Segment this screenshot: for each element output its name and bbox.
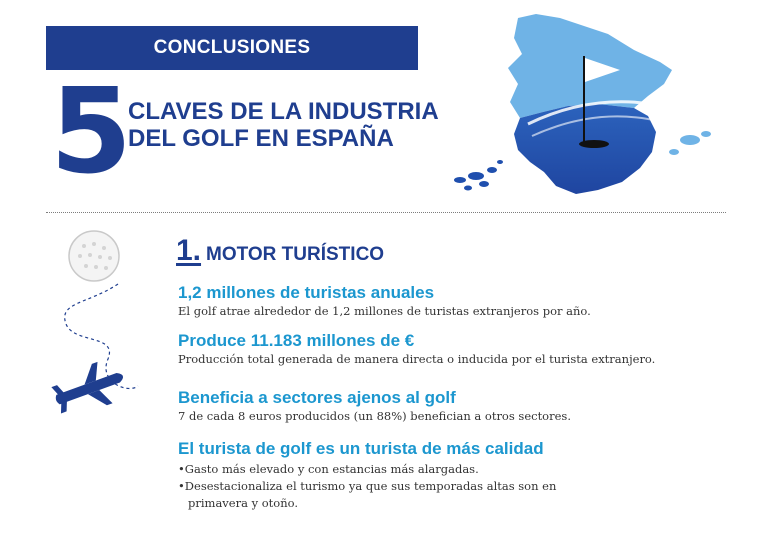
point-text: El golf atrae alrededor de 1,2 millones … bbox=[178, 304, 591, 318]
balearic-island bbox=[669, 149, 679, 155]
key-point: 1,2 millones de turistas anuales El golf… bbox=[178, 283, 738, 319]
key-point: Beneficia a sectores ajenos al golf 7 de… bbox=[178, 388, 738, 424]
section-heading: 1. MOTOR TURÍSTICO bbox=[176, 234, 384, 268]
travel-decoration bbox=[51, 230, 139, 414]
map-south-region bbox=[514, 104, 656, 194]
bullet-list: Gasto más elevado y con estancias más al… bbox=[178, 461, 738, 512]
page-title: CLAVES DE LA INDUSTRIA DEL GOLF EN ESPAÑ… bbox=[128, 98, 438, 152]
key-point: El turista de golf es un turista de más … bbox=[178, 439, 738, 512]
balearic-island bbox=[701, 131, 711, 137]
key-point: Produce 11.183 millones de € Producción … bbox=[178, 331, 738, 367]
section-title: MOTOR TURÍSTICO bbox=[206, 244, 385, 265]
balearic-island bbox=[680, 135, 700, 145]
section-number: 1. bbox=[176, 234, 202, 267]
point-text: 7 de cada 8 euros producidos (un 88%) be… bbox=[178, 409, 571, 423]
point-heading: El turista de golf es un turista de más … bbox=[178, 439, 544, 458]
airplane-icon bbox=[51, 361, 124, 414]
big-number: 5 bbox=[50, 62, 133, 200]
point-heading: 1,2 millones de turistas anuales bbox=[178, 283, 435, 302]
golf-ball-icon bbox=[68, 230, 120, 282]
point-heading: Produce 11.183 millones de € bbox=[178, 331, 415, 350]
conclusiones-banner: CONCLUSIONES bbox=[46, 26, 418, 70]
bullet-item: Gasto más elevado y con estancias más al… bbox=[178, 461, 588, 478]
canary-islands bbox=[454, 160, 503, 191]
point-heading: Beneficia a sectores ajenos al golf bbox=[178, 388, 456, 407]
golf-flag-icon bbox=[579, 56, 620, 148]
bullet-item: Desestacionaliza el turismo ya que sus t… bbox=[178, 478, 588, 512]
section-divider bbox=[46, 212, 726, 213]
point-text: Producción total generada de manera dire… bbox=[178, 352, 656, 366]
spain-map-icon bbox=[454, 14, 711, 194]
